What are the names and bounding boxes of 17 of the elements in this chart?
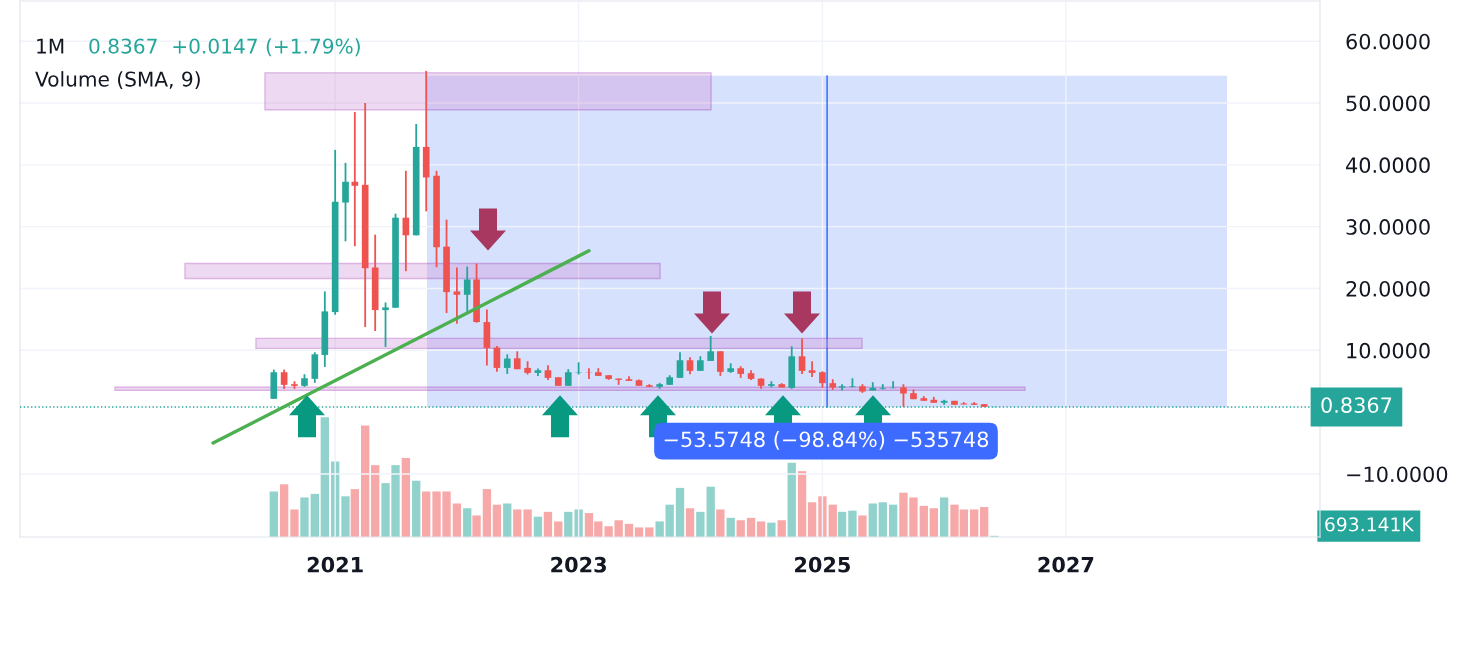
x-tick-label: 2021 <box>307 556 363 573</box>
text: 0.8367 +0.0147 (+1.79%) <box>89 38 360 57</box>
y-tick-label: 20.0000 <box>1346 280 1430 297</box>
y-tick-label: 50.0000 <box>1346 95 1430 112</box>
y-tick-label: −10.0000 <box>1347 466 1448 483</box>
x-tick-label: 2023 <box>551 556 606 573</box>
ref-line-label: 0.8367 <box>1321 397 1392 413</box>
x-tick-label: 2025 <box>795 556 850 573</box>
chart-title: Volume (SMA, 9) <box>35 71 200 90</box>
x-tick-label: 2027 <box>1038 556 1094 573</box>
y-tick-label: 10.0000 <box>1347 342 1430 359</box>
text: 693.141K <box>1325 517 1415 532</box>
text: 1M <box>37 38 64 54</box>
y-tick-label: 40.0000 <box>1346 157 1430 174</box>
y-tick-label: 30.0000 <box>1346 219 1430 235</box>
y-tick-label: 60.0000 <box>1346 33 1430 50</box>
annotation: −53.5748 (−98.84%) −535748 <box>664 431 989 450</box>
